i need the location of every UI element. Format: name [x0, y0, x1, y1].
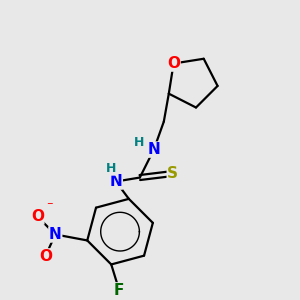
- Text: H: H: [106, 162, 116, 175]
- Text: H: H: [134, 136, 144, 149]
- Text: N: N: [110, 174, 122, 189]
- Text: O: O: [167, 56, 180, 71]
- Text: O: O: [31, 209, 44, 224]
- Text: O: O: [39, 249, 52, 264]
- Text: N: N: [148, 142, 160, 157]
- Text: S: S: [167, 166, 178, 181]
- Text: ⁻: ⁻: [46, 200, 53, 214]
- Text: N: N: [49, 227, 62, 242]
- Text: F: F: [114, 283, 124, 298]
